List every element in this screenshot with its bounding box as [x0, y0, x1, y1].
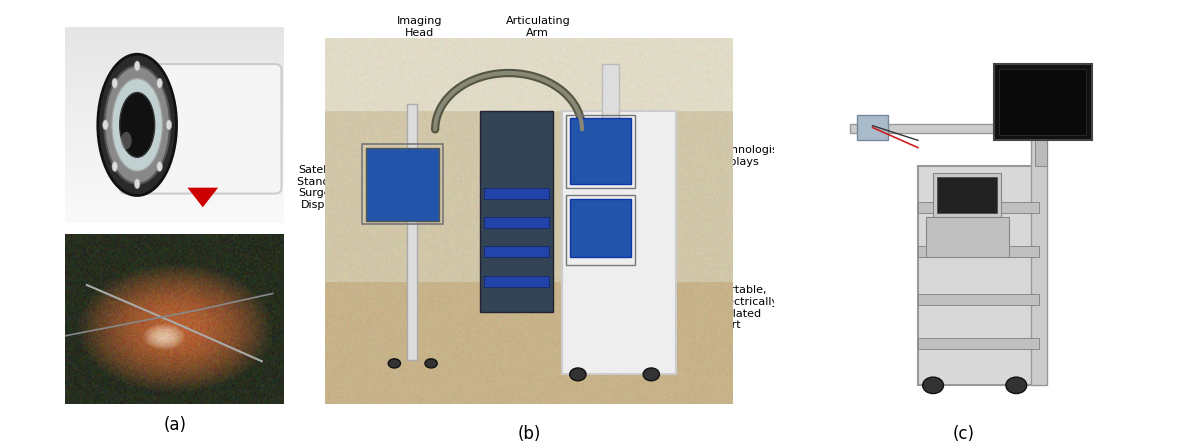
Bar — [407, 104, 417, 360]
Bar — [362, 144, 443, 224]
Text: (a): (a) — [163, 416, 187, 434]
Text: Articulating
Arm: Articulating Arm — [505, 16, 570, 90]
Polygon shape — [188, 188, 217, 207]
Ellipse shape — [923, 377, 943, 393]
Ellipse shape — [1006, 377, 1027, 393]
Text: Satellite
Stand w/
Surgeon
Display: Satellite Stand w/ Surgeon Display — [297, 165, 394, 210]
Ellipse shape — [119, 92, 155, 157]
Bar — [918, 338, 1039, 349]
Ellipse shape — [643, 368, 660, 381]
Bar — [918, 202, 1039, 214]
Bar — [926, 217, 1008, 257]
Bar — [1032, 93, 1046, 385]
Bar — [485, 188, 550, 199]
Bar — [933, 173, 1001, 217]
Ellipse shape — [157, 161, 162, 171]
Ellipse shape — [104, 66, 170, 184]
Bar — [480, 111, 553, 312]
Ellipse shape — [157, 78, 162, 88]
Bar — [999, 69, 1086, 135]
FancyBboxPatch shape — [119, 64, 281, 194]
Ellipse shape — [135, 61, 139, 71]
Bar — [918, 246, 1039, 257]
Bar — [485, 276, 550, 287]
Ellipse shape — [112, 161, 117, 171]
Ellipse shape — [135, 179, 139, 189]
Bar — [485, 246, 550, 257]
Ellipse shape — [167, 120, 171, 130]
Ellipse shape — [112, 79, 162, 171]
Bar — [566, 195, 635, 264]
Ellipse shape — [388, 359, 401, 368]
Ellipse shape — [570, 368, 586, 381]
Bar — [918, 166, 1039, 385]
Text: (c): (c) — [953, 425, 974, 442]
Bar — [603, 63, 618, 118]
Bar — [366, 148, 440, 221]
Ellipse shape — [98, 54, 176, 195]
Ellipse shape — [112, 78, 117, 88]
Bar — [570, 118, 631, 184]
Bar — [937, 177, 998, 214]
Bar — [561, 111, 676, 374]
Bar — [485, 217, 550, 228]
Text: Technologist
Displays: Technologist Displays — [677, 145, 781, 170]
Text: Portable,
Electrically-
Isolated
Cart: Portable, Electrically- Isolated Cart — [665, 285, 782, 330]
Ellipse shape — [426, 359, 437, 368]
Bar — [566, 115, 635, 188]
Text: (b): (b) — [518, 425, 541, 442]
Bar — [918, 294, 1039, 305]
Bar — [994, 63, 1092, 140]
Bar — [857, 115, 888, 140]
Text: Imaging
Head: Imaging Head — [397, 16, 459, 92]
Bar — [850, 124, 1039, 133]
Bar — [570, 199, 631, 257]
Ellipse shape — [103, 120, 109, 130]
Bar — [1035, 136, 1046, 166]
Ellipse shape — [121, 132, 131, 149]
